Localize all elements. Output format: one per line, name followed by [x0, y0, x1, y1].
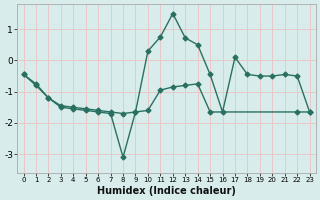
X-axis label: Humidex (Indice chaleur): Humidex (Indice chaleur)	[97, 186, 236, 196]
